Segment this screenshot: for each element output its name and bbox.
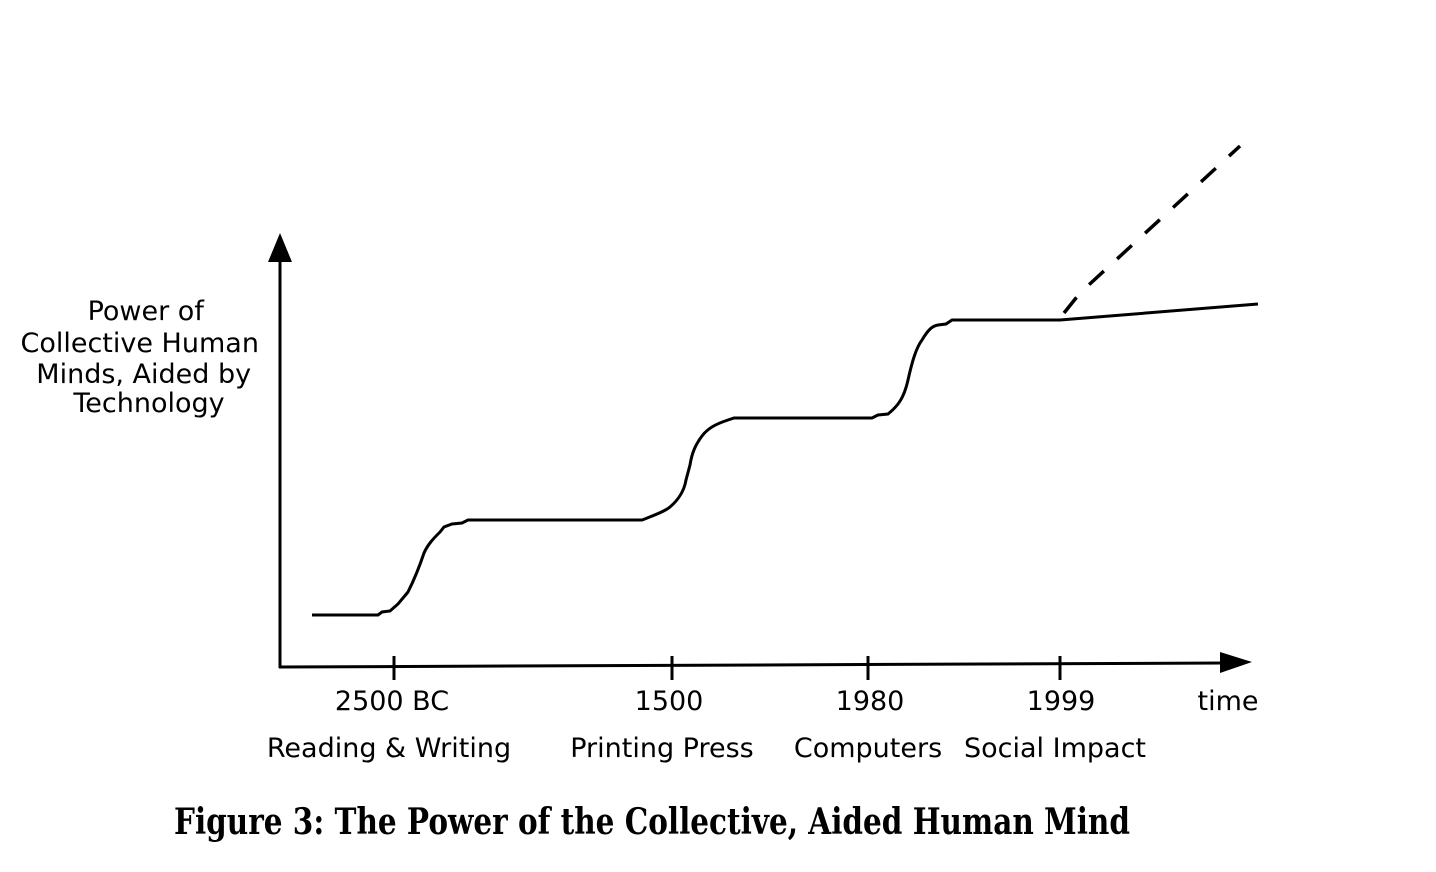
milestone-year-1999: 1999 <box>1027 686 1096 717</box>
x-axis-label-time: time <box>1197 686 1258 717</box>
svg-text:Power of Collective Human: Power of Collective Human Minds, Aided b… <box>20 296 267 419</box>
x-axis-arrow <box>1220 652 1252 673</box>
milestone-name-social-impact: Social Impact <box>964 733 1146 764</box>
projected-dashed-curve <box>1062 144 1242 315</box>
x-axis-line <box>278 661 1226 669</box>
y-axis-label-line-3: Minds, Aided by <box>36 359 251 390</box>
y-axis-label-line-4: Technology <box>72 388 224 419</box>
milestone-name-printing-press: Printing Press <box>570 733 754 764</box>
growth-curve <box>312 302 1259 617</box>
milestone-name-reading-writing: Reading & Writing <box>267 733 511 764</box>
milestone-year-1980: 1980 <box>836 686 905 717</box>
y-axis-arrow <box>268 233 292 262</box>
figure-caption: Figure 3: The Power of the Collective, A… <box>174 801 1130 843</box>
y-axis-label-line-2: Collective Human <box>20 328 258 359</box>
milestone-name-computers: Computers <box>794 733 942 764</box>
y-axis-label-line-1: Power of <box>88 296 206 327</box>
milestone-year-1500: 1500 <box>635 686 704 717</box>
milestone-year-2500bc: 2500 BC <box>335 686 449 717</box>
